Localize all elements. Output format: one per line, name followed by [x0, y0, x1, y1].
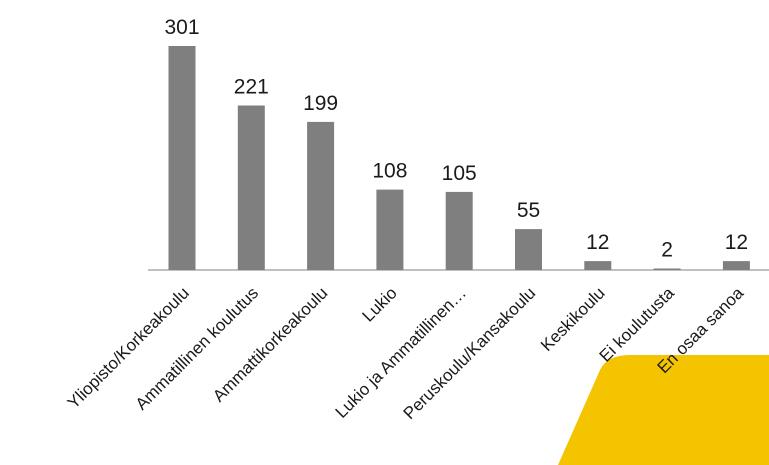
data-label: 221: [234, 76, 269, 99]
data-label: 301: [164, 16, 199, 39]
bar: [237, 105, 265, 270]
bar: [376, 189, 404, 270]
bar: [445, 191, 473, 270]
bar: [584, 261, 612, 270]
category-label: Peruskoulu/Kansakoulu: [400, 283, 540, 423]
bar: [722, 261, 750, 270]
data-label: 12: [725, 231, 748, 254]
category-label: Lukio ja Ammatillinen…: [332, 283, 470, 421]
bar: [168, 46, 196, 270]
data-label: 2: [661, 239, 673, 262]
data-label: 12: [586, 231, 609, 254]
yellow-corner-shape: [558, 355, 769, 465]
bar: [515, 229, 542, 270]
category-label: Ammatillinen koulutus: [132, 283, 262, 413]
data-label: 105: [442, 162, 477, 185]
category-label: Lukio: [359, 283, 401, 325]
data-label: 55: [517, 199, 540, 222]
data-label: 199: [303, 92, 338, 115]
bars-group: [168, 46, 750, 271]
category-label: Ammattikorkeakoulu: [209, 283, 331, 405]
category-label: Yliopisto/Korkeakoulu: [64, 283, 193, 412]
data-labels-group: 301 221 199 108 105 55 12 2 12: [164, 16, 748, 262]
bar: [307, 121, 335, 271]
category-label: Keskikoulu: [537, 283, 609, 355]
bar: [653, 268, 681, 270]
data-label: 108: [372, 160, 407, 183]
